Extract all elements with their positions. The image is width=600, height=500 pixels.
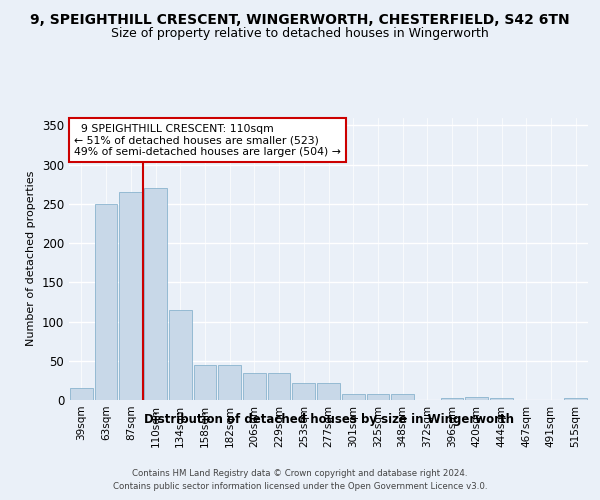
- Y-axis label: Number of detached properties: Number of detached properties: [26, 171, 37, 346]
- Text: 9 SPEIGHTHILL CRESCENT: 110sqm
← 51% of detached houses are smaller (523)
49% of: 9 SPEIGHTHILL CRESCENT: 110sqm ← 51% of …: [74, 124, 341, 157]
- Text: 9, SPEIGHTHILL CRESCENT, WINGERWORTH, CHESTERFIELD, S42 6TN: 9, SPEIGHTHILL CRESCENT, WINGERWORTH, CH…: [30, 12, 570, 26]
- Bar: [218, 364, 241, 400]
- Bar: [70, 388, 93, 400]
- Text: Contains HM Land Registry data © Crown copyright and database right 2024.: Contains HM Land Registry data © Crown c…: [132, 469, 468, 478]
- Bar: [490, 398, 513, 400]
- Text: Distribution of detached houses by size in Wingerworth: Distribution of detached houses by size …: [144, 412, 514, 426]
- Bar: [144, 188, 167, 400]
- Bar: [243, 372, 266, 400]
- Bar: [119, 192, 142, 400]
- Bar: [466, 397, 488, 400]
- Bar: [169, 310, 191, 400]
- Bar: [268, 372, 290, 400]
- Bar: [564, 398, 587, 400]
- Bar: [95, 204, 118, 400]
- Bar: [317, 382, 340, 400]
- Bar: [292, 382, 315, 400]
- Bar: [367, 394, 389, 400]
- Bar: [194, 364, 216, 400]
- Text: Contains public sector information licensed under the Open Government Licence v3: Contains public sector information licen…: [113, 482, 487, 491]
- Bar: [391, 394, 414, 400]
- Text: Size of property relative to detached houses in Wingerworth: Size of property relative to detached ho…: [111, 28, 489, 40]
- Bar: [342, 394, 365, 400]
- Bar: [441, 398, 463, 400]
